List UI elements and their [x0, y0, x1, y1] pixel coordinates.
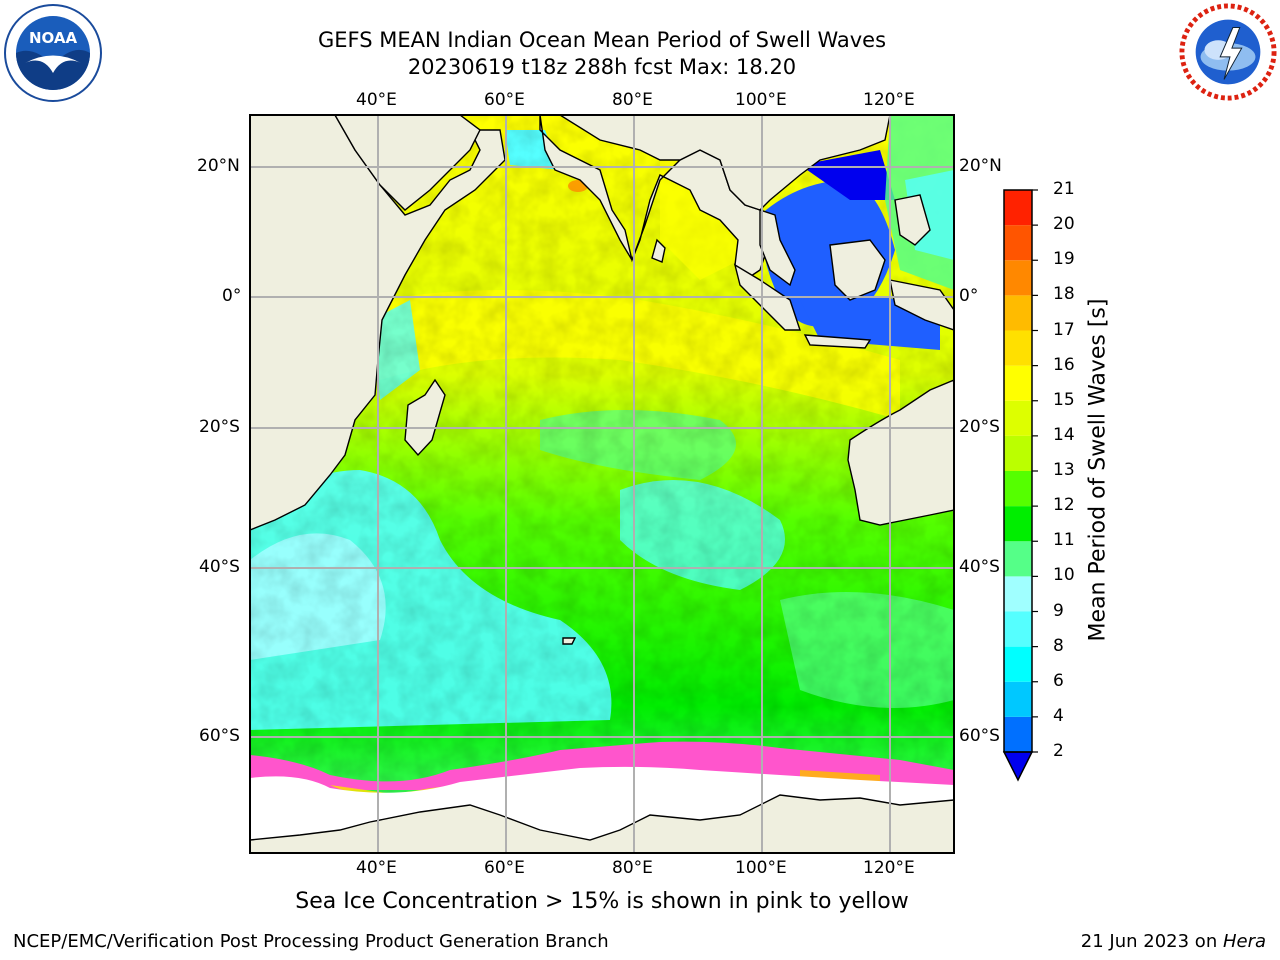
lat-label-left-20n: 20°N	[197, 156, 240, 176]
lon-label-top-120e: 120°E	[863, 90, 915, 110]
lat-label-right-40s: 40°S	[959, 557, 1000, 577]
noaa-logo: NOAA	[4, 4, 102, 102]
colorbar-segment	[1004, 541, 1032, 577]
lon-label-bottom-60e: 60°E	[484, 858, 525, 878]
lon-label-bottom-40e: 40°E	[356, 858, 397, 878]
lon-label-top-100e: 100°E	[735, 90, 787, 110]
colorbar-segment	[1004, 330, 1032, 366]
colorbar-title: Mean Period of Swell Waves [s]	[1085, 298, 1111, 642]
footer-date: 21 Jun 2023 on Hera	[1081, 931, 1266, 952]
colorbar-tick-label: 10	[1053, 565, 1075, 586]
colorbar-tick-label: 17	[1053, 319, 1075, 340]
noaa-logo-text: NOAA	[29, 29, 78, 47]
colorbar-tick-label: 15	[1053, 389, 1075, 410]
colorbar-segment	[1004, 506, 1032, 542]
lon-label-top-80e: 80°E	[612, 90, 653, 110]
colorbar-extend-arrow	[1002, 751, 1034, 782]
lat-label-left-20s: 20°S	[199, 417, 240, 437]
colorbar-tick-label: 13	[1053, 460, 1075, 480]
footer-credit: NCEP/EMC/Verification Post Processing Pr…	[13, 931, 609, 952]
graticule	[250, 115, 954, 853]
colorbar-segment	[1004, 646, 1032, 682]
colorbar-tick-label: 2	[1053, 741, 1064, 761]
colorbar-segment	[1004, 260, 1032, 296]
colorbar-tick-label: 19	[1053, 249, 1075, 270]
lon-label-bottom-100e: 100°E	[735, 858, 787, 878]
colorbar-segment	[1004, 681, 1032, 717]
colorbar-tick-label: 8	[1053, 635, 1064, 656]
colorbar-segment	[1004, 400, 1032, 436]
map-title: GEFS MEAN Indian Ocean Mean Period of Sw…	[317, 28, 887, 52]
lat-label-right-60s: 60°S	[959, 726, 1000, 746]
lat-label-left-60s: 60°S	[199, 726, 240, 746]
colorbar-tick-label: 9	[1053, 600, 1064, 621]
colorbar-tick-label: 21	[1053, 179, 1075, 199]
sea-ice-note: Sea Ice Concentration > 15% is shown in …	[295, 889, 909, 914]
colorbar-tick-label: 12	[1053, 495, 1075, 516]
lat-label-right-0: 0°	[959, 286, 979, 306]
lat-label-right-20n: 20°N	[959, 156, 1002, 176]
colorbar-segment	[1004, 716, 1032, 752]
footer-host: Hera	[1222, 931, 1266, 952]
colorbar-segment	[1004, 471, 1032, 507]
colorbar-segment	[1004, 576, 1032, 612]
lon-label-top-60e: 60°E	[484, 90, 525, 110]
colorbar-segment	[1004, 365, 1032, 401]
map-subtitle: 20230619 t18z 288h fcst Max: 18.20	[407, 55, 797, 79]
lat-label-left-40s: 40°S	[199, 557, 240, 577]
map-area	[250, 115, 954, 853]
footer-date-text: 21 Jun 2023 on	[1080, 931, 1223, 952]
colorbar-tick-label: 14	[1053, 424, 1075, 445]
lon-label-top-40e: 40°E	[356, 90, 397, 110]
colorbar-segment	[1004, 295, 1032, 331]
colorbar	[1002, 189, 1038, 782]
colorbar-segment	[1004, 611, 1032, 647]
colorbar-segment	[1004, 435, 1032, 471]
colorbar-tick-label: 18	[1053, 284, 1075, 305]
colorbar-tick-label: 20	[1053, 214, 1075, 235]
colorbar-segment	[1004, 225, 1032, 261]
colorbar-tick-label: 6	[1053, 670, 1064, 691]
lon-label-bottom-120e: 120°E	[863, 858, 915, 878]
lon-label-bottom-80e: 80°E	[612, 858, 653, 878]
colorbar-tick-label: 11	[1053, 530, 1075, 551]
colorbar-segment	[1004, 190, 1032, 226]
nws-logo	[1179, 3, 1277, 101]
colorbar-tick-label: 4	[1053, 705, 1064, 726]
lat-label-left-0: 0°	[222, 286, 242, 306]
lat-label-right-20s: 20°S	[959, 417, 1000, 437]
colorbar-tick-label: 16	[1053, 354, 1075, 375]
map-frame	[249, 114, 955, 854]
